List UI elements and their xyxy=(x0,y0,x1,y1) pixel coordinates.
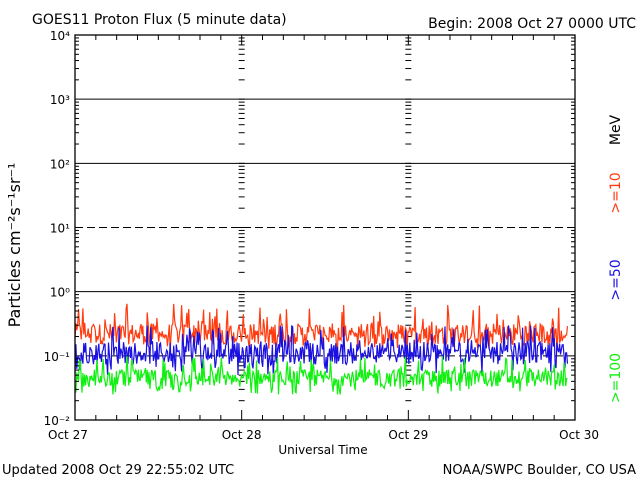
y-tick-label: 10⁻² xyxy=(44,414,71,428)
updated-timestamp: Updated 2008 Oct 29 22:55:02 UTC xyxy=(2,463,234,478)
x-tick-label: Oct 29 xyxy=(388,428,428,442)
y-tick-label: 10⁴ xyxy=(50,29,70,43)
chart-title: GOES11 Proton Flux (5 minute data) xyxy=(32,12,287,28)
y-tick-label: 10¹ xyxy=(50,222,70,236)
flux-series-line xyxy=(74,325,569,376)
x-axis-label: Universal Time xyxy=(278,443,367,457)
y-tick-label: 10² xyxy=(50,157,70,171)
plot-frame xyxy=(74,34,576,421)
energy-legend: MeV >=10 >=50 >=100 xyxy=(608,114,624,403)
begin-date-label: Begin: 2008 Oct 27 0000 UTC xyxy=(428,16,636,32)
agency-credit: NOAA/SWPC Boulder, CO USA xyxy=(443,463,636,478)
energy-unit-label: MeV xyxy=(608,114,624,145)
tick-labels: 10⁻² 10⁻¹ 10⁰ 10¹ 10² 10³ 10⁴ Oct 27 Oct 28 Oct 2… xyxy=(44,29,599,442)
x-tick-label: Oct 28 xyxy=(222,428,262,442)
series-layer xyxy=(74,303,569,395)
x-tick-label: Oct 27 xyxy=(48,428,88,442)
energy-legend-label: >=50 xyxy=(608,259,624,300)
flux-series-line xyxy=(74,355,568,395)
y-tick-label: 10³ xyxy=(50,93,70,107)
y-axis-label: Particles cm⁻²s⁻¹sr⁻¹ xyxy=(5,163,24,328)
x-tick-label: Oct 30 xyxy=(559,428,599,442)
energy-legend-label: >=10 xyxy=(608,172,624,213)
energy-legend-label: >=100 xyxy=(608,353,624,403)
y-tick-label: 10⁻¹ xyxy=(44,350,71,364)
y-tick-label: 10⁰ xyxy=(50,286,70,300)
